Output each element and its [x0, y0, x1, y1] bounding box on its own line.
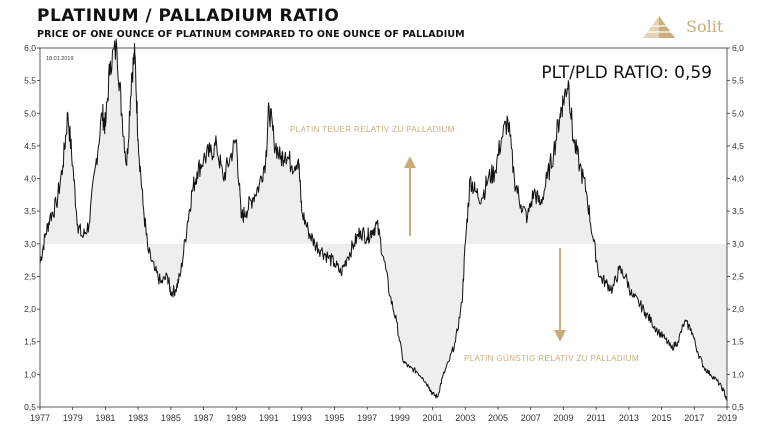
- chart-subtitle: PRICE OF ONE OUNCE OF PLATINUM COMPARED …: [37, 29, 465, 40]
- y-tick-label-right: 1,0: [732, 369, 744, 379]
- ratio-label: PLT/PLD RATIO: 0,59: [541, 63, 712, 83]
- y-tick-label-left: 2,0: [24, 304, 36, 314]
- y-tick-label-right: 5,5: [732, 76, 744, 86]
- x-tick-label: 2009: [553, 413, 573, 423]
- chart-title: PLATINUM / PALLADIUM RATIO: [37, 6, 340, 26]
- shaded-area: [40, 39, 727, 402]
- x-tick-label: 2011: [586, 413, 605, 423]
- y-tick-label-right: 1,5: [732, 337, 744, 347]
- y-tick-label-right: 2,5: [732, 271, 744, 281]
- x-tick-label: 2005: [488, 413, 508, 423]
- y-tick-label-right: 4,5: [732, 141, 744, 151]
- plot-frame: [39, 47, 728, 408]
- x-tick-label: 1999: [390, 413, 410, 423]
- y-tick-label-left: 4,5: [24, 141, 36, 151]
- y-tick-label-right: 4,0: [732, 174, 744, 184]
- y-tick-label-left: 4,0: [24, 174, 36, 184]
- x-tick-label: 1991: [259, 413, 279, 423]
- x-tick-label: 2019: [717, 413, 737, 423]
- x-tick-label: 1997: [357, 413, 377, 423]
- date-label: 18.01.2019: [46, 56, 74, 62]
- upper-annotation: PLATIN TEUER RELATIV ZU PALLADIUM: [290, 125, 455, 134]
- y-tick-label-left: 6,0: [24, 43, 36, 53]
- up-arrow-icon: [404, 156, 416, 168]
- fill-area-group: [40, 39, 727, 402]
- y-tick-label-left: 0,5: [24, 402, 36, 412]
- label-group: 18.01.2019 PLT/PLD RATIO: 0,59 PLATIN TEUE…: [46, 56, 712, 363]
- y-tick-label-left: 5,5: [24, 76, 36, 86]
- x-tick-label: 1979: [63, 413, 83, 423]
- x-tick-label: 1985: [161, 413, 181, 423]
- x-tick-label: 1987: [194, 413, 214, 423]
- plot-border: [39, 47, 728, 408]
- x-tick-label: 2003: [455, 413, 475, 423]
- y-tick-label-right: 3,0: [732, 239, 744, 249]
- y-tick-label-right: 0,5: [732, 402, 744, 412]
- down-arrow-icon: [554, 330, 566, 342]
- y-tick-label-left: 3,5: [24, 206, 36, 216]
- y-tick-label-right: 5,0: [732, 108, 744, 118]
- lower-annotation: PLATIN GÜNSTIG RELATIV ZU PALLADIUM: [464, 354, 639, 363]
- brand-name: Solit: [686, 17, 724, 36]
- y-tick-label-right: 6,0: [732, 43, 744, 53]
- y-tick-label-left: 3,0: [24, 239, 36, 249]
- solit-pyramid-logo-icon: [643, 16, 675, 38]
- line-group: [39, 38, 728, 402]
- x-tick-label: 2013: [619, 413, 639, 423]
- y-tick-label-right: 3,5: [732, 206, 744, 216]
- tick-group: 6,0 6,0 5,5 5,5 5,0 5,0 4,5 4,5 4,0 4,0 3,5 3,5 3,0 3…: [24, 43, 744, 423]
- x-tick-label: 1995: [324, 413, 344, 423]
- x-tick-label: 1989: [226, 413, 246, 423]
- x-tick-label: 1983: [128, 413, 148, 423]
- y-tick-label-left: 1,0: [24, 369, 36, 379]
- x-tick-label: 1981: [95, 413, 115, 423]
- x-tick-label: 1993: [292, 413, 312, 423]
- y-tick-label-left: 2,5: [24, 271, 36, 281]
- x-tick-label: 2001: [423, 413, 443, 423]
- ratio-line: [39, 38, 728, 402]
- x-tick-label: 2007: [521, 413, 541, 423]
- y-tick-label-left: 1,5: [24, 337, 36, 347]
- y-tick-label-left: 5,0: [24, 108, 36, 118]
- x-tick-label: 2017: [684, 413, 704, 423]
- x-tick-label: 2015: [652, 413, 672, 423]
- y-tick-label-right: 2,0: [732, 304, 744, 314]
- x-tick-label: 1977: [30, 413, 50, 423]
